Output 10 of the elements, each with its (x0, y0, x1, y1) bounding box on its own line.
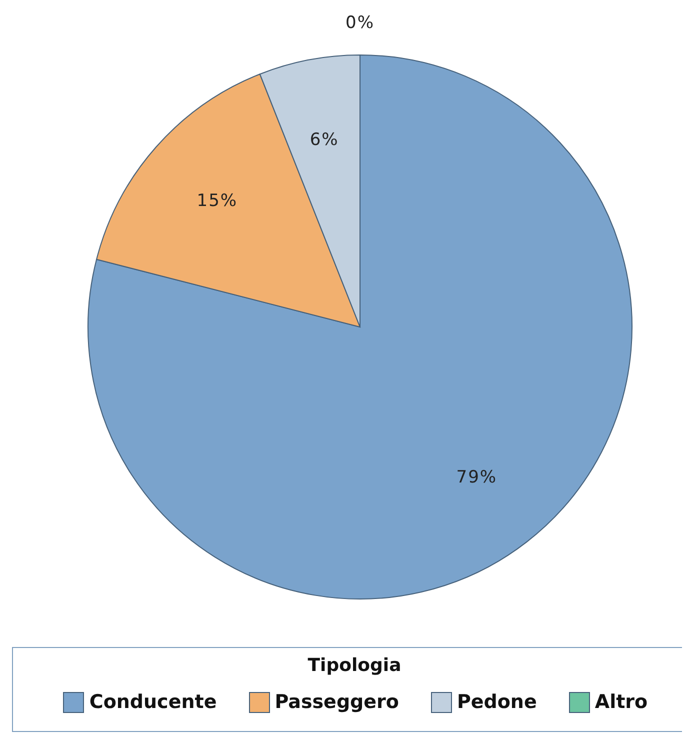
legend-label: Passeggero (274, 691, 399, 713)
pie-slice (88, 54, 632, 600)
legend-label: Altro (594, 691, 648, 713)
data-label: 79% (456, 467, 498, 488)
legend-label: Conducente (89, 691, 217, 713)
legend-title: Tipologia (306, 655, 402, 677)
text: 0% (346, 13, 374, 33)
legend-label: Pedone (456, 691, 537, 713)
data-label: 15% (196, 191, 238, 212)
data-label: 6% (310, 130, 339, 150)
